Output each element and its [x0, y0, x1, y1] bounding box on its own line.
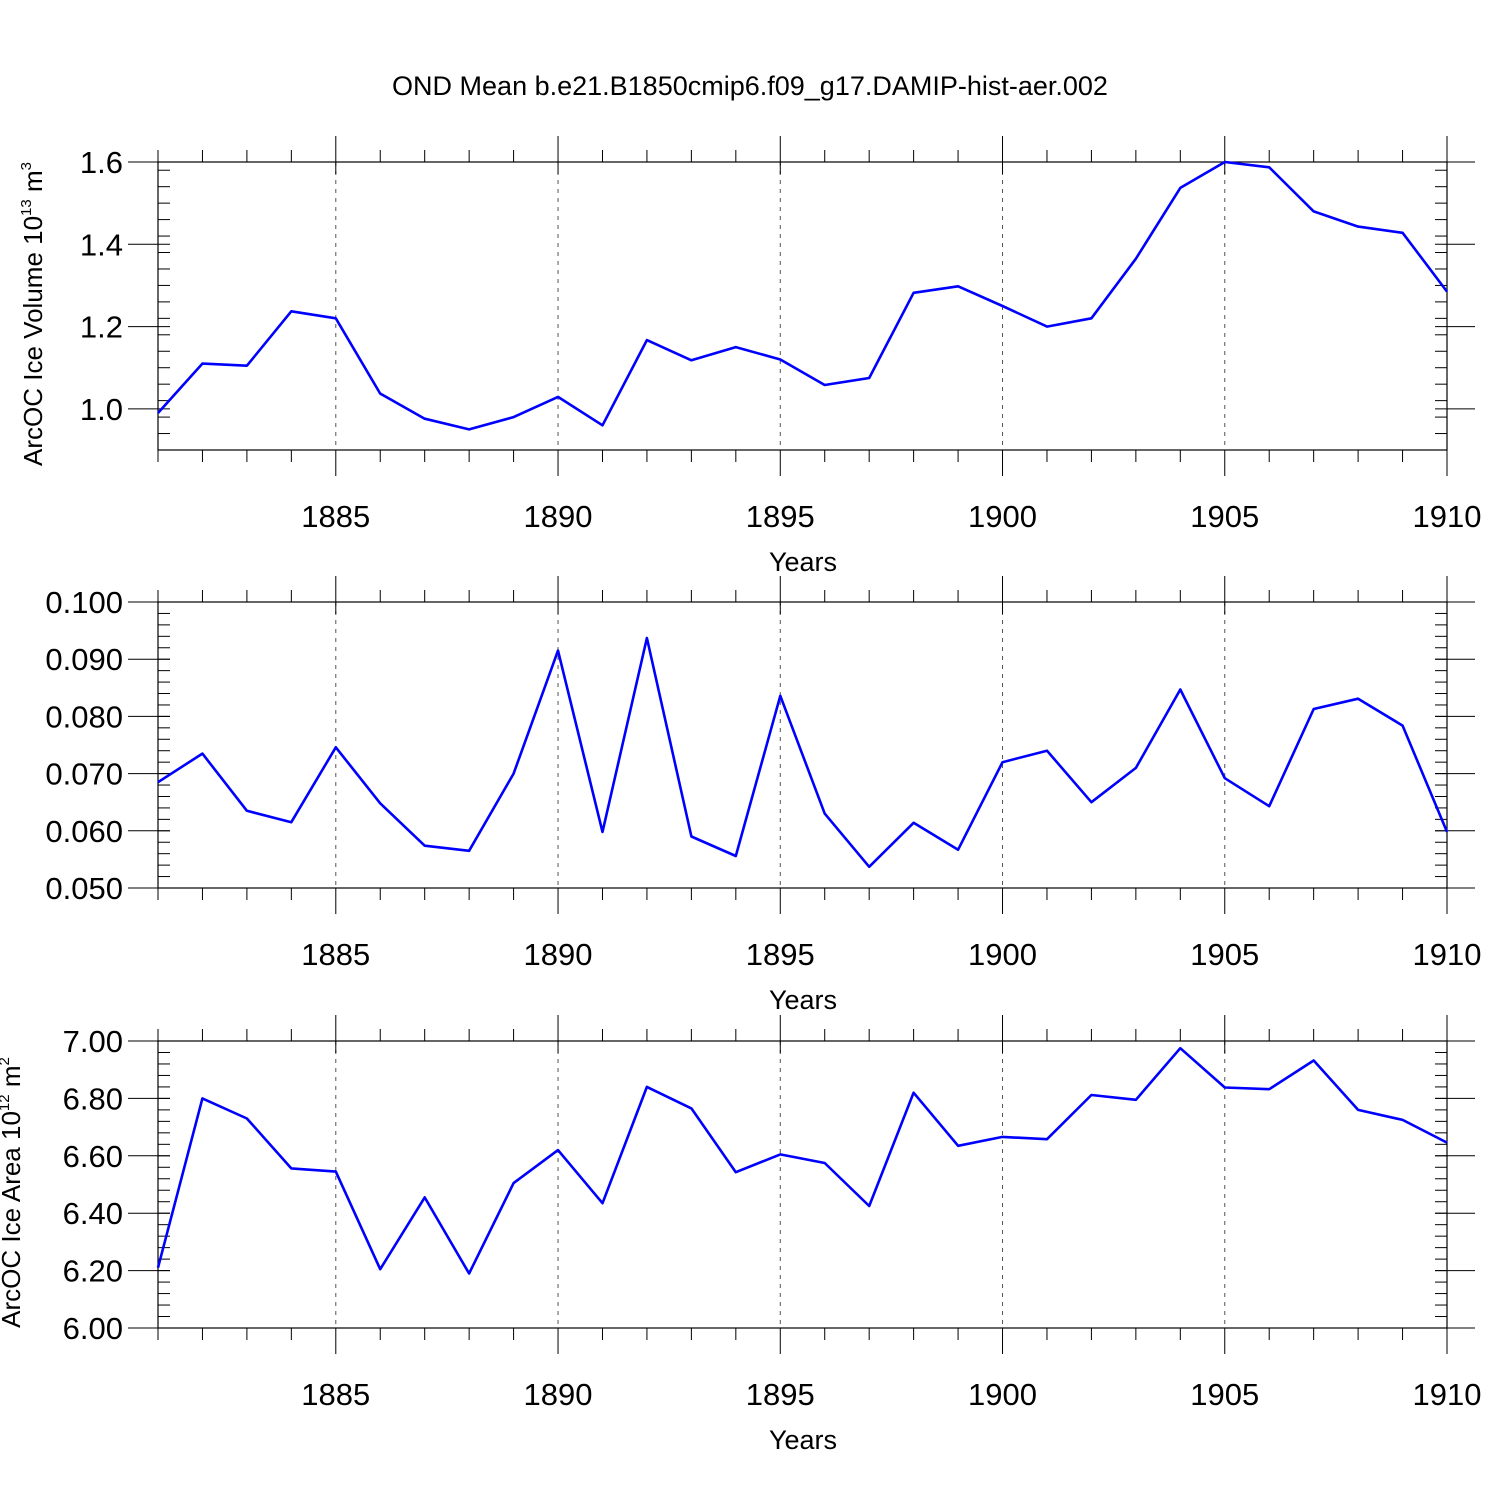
- panel-2: 0.050 0.060 0.070 0.080 0.090 0.100 1885 1890 18…: [45, 576, 1481, 1015]
- y-label-unit-exponent: 2: [0, 1057, 13, 1065]
- panel-1: 1.0 1.2 1.4 1.6 1885 1890 1895 1900 1905 1910 Year…: [18, 136, 1481, 577]
- y-tick-label: 0.100: [45, 585, 123, 620]
- x-tick-label-1900: 1900: [968, 499, 1037, 534]
- x-tick-label-1890: 1890: [524, 1377, 593, 1412]
- y-tick-label: 6.60: [63, 1139, 123, 1174]
- y-tick-label: 6.20: [63, 1254, 123, 1289]
- y-label-text: ArcOC Ice Volume 10: [18, 216, 48, 466]
- y-tick-label: 6.00: [63, 1311, 123, 1346]
- x-tick-label-1885: 1885: [301, 499, 370, 534]
- x-axis-label: Years: [769, 1425, 837, 1455]
- series-line: [156, 1046, 1448, 1275]
- y-tick-label: 0.050: [45, 871, 123, 906]
- y-tick-label: 6.40: [63, 1196, 123, 1231]
- x-tick-label-1900: 1900: [968, 1377, 1037, 1412]
- x-tick-label-1890: 1890: [524, 937, 593, 972]
- x-axis-label: Years: [769, 985, 837, 1015]
- y-label-unit-exponent: 3: [18, 162, 35, 170]
- x-tick-label-1910: 1910: [1413, 937, 1482, 972]
- y-tick-label: 1.6: [80, 145, 123, 180]
- chart-title: OND Mean b.e21.B1850cmip6.f09_g17.DAMIP-…: [392, 71, 1108, 101]
- x-tick-label-1890: 1890: [524, 499, 593, 534]
- x-axis-label: Years: [769, 547, 837, 577]
- x-tick-label-1895: 1895: [746, 937, 815, 972]
- y-tick-label: 0.060: [45, 814, 123, 849]
- y-label-exponent: 12: [0, 1094, 13, 1111]
- x-tick-label-1905: 1905: [1190, 499, 1259, 534]
- y-label-exponent: 13: [18, 199, 35, 216]
- y-label-unit: m: [0, 1066, 26, 1095]
- plot-frame: [157, 1040, 1448, 1329]
- y-tick-label: 6.80: [63, 1081, 123, 1116]
- y-tick-label: 0.070: [45, 757, 123, 792]
- x-tick-label-1885: 1885: [301, 1377, 370, 1412]
- x-tick-label-1905: 1905: [1190, 937, 1259, 972]
- x-tick-label-1895: 1895: [746, 499, 815, 534]
- series-line: [157, 160, 1449, 431]
- y-label-unit: m: [18, 170, 48, 199]
- y-label-text: ArcOC Ice Area 10: [0, 1111, 26, 1328]
- y-tick-label: 1.4: [80, 227, 123, 262]
- panel-3: 6.00 6.20 6.40 6.60 6.80 7.00 1885 1890 1895 1900…: [0, 1015, 1481, 1455]
- x-tick-label-1900: 1900: [968, 937, 1037, 972]
- plot-frame: [157, 601, 1448, 889]
- y-tick-label: 7.00: [63, 1024, 123, 1059]
- y-tick-label: 1.0: [80, 392, 123, 427]
- x-tick-label-1910: 1910: [1413, 1377, 1482, 1412]
- y-tick-label: 0.080: [45, 699, 123, 734]
- plot-frame: [157, 161, 1448, 451]
- y-axis-label: ArcOC Ice Volume 1013 m3: [18, 162, 48, 466]
- y-tick-label: 0.090: [45, 642, 123, 677]
- panels: 1.0 1.2 1.4 1.6 1885 1890 1895 1900 1905 1910 Year…: [0, 136, 1481, 1455]
- x-tick-label-1905: 1905: [1190, 1377, 1259, 1412]
- series-line: [157, 636, 1449, 869]
- y-axis-label: ArcOC Ice Area 1012 m2: [0, 1057, 26, 1328]
- x-tick-label-1910: 1910: [1413, 499, 1482, 534]
- x-tick-label-1885: 1885: [301, 937, 370, 972]
- y-tick-label: 1.2: [80, 310, 123, 345]
- x-tick-label-1895: 1895: [746, 1377, 815, 1412]
